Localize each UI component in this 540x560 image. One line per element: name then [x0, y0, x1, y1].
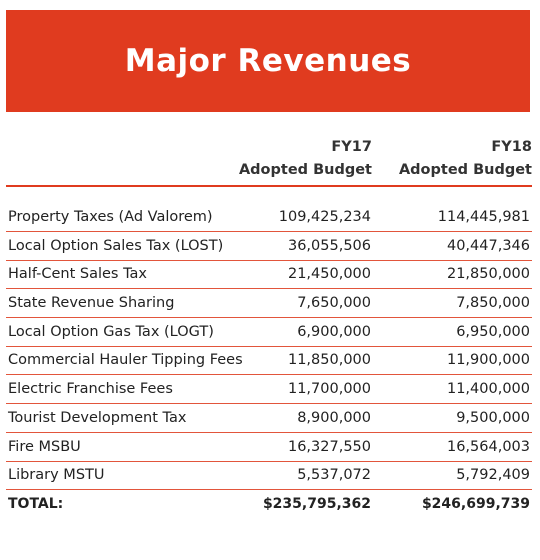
row-label: Tourist Development Tax — [8, 409, 187, 426]
row-value-fy18: 16,564,003 — [446, 438, 530, 455]
total-row: TOTAL: $235,795,362 $246,699,739 — [6, 492, 532, 518]
column-year-fy18: FY18 — [491, 139, 532, 155]
row-value-fy17: 109,425,234 — [278, 209, 371, 225]
total-value-fy18: $246,699,739 — [421, 495, 530, 512]
total-label: TOTAL: — [8, 495, 64, 512]
row-label: Fire MSBU — [8, 438, 81, 455]
row-value-fy17: 36,055,506 — [287, 237, 371, 254]
row-label: Half-Cent Sales Tax — [8, 266, 148, 283]
column-header-fy17: FY17 Adopted Budget — [202, 136, 372, 182]
row-value-fy17: 6,900,000 — [297, 323, 371, 340]
row-value-fy17: 8,900,000 — [297, 409, 371, 426]
table-row: Electric Franchise Fees 11,700,000 11,40… — [6, 377, 532, 405]
header-divider — [6, 185, 532, 187]
column-year-fy17: FY17 — [331, 139, 372, 155]
row-value-fy17: 16,327,550 — [287, 438, 371, 455]
column-label-fy17: Adopted Budget — [238, 162, 372, 178]
table-row: Local Option Gas Tax (LOGT) 6,900,000 6,… — [6, 320, 532, 347]
title-banner: Major Revenues — [6, 10, 530, 112]
table-row: Half-Cent Sales Tax 21,450,000 21,850,00… — [6, 262, 532, 290]
column-header-fy18: FY18 Adopted Budget — [362, 136, 532, 182]
row-label: Commercial Hauler Tipping Fees — [8, 352, 243, 369]
row-label: Local Option Sales Tax (LOST) — [8, 237, 224, 254]
total-value-fy17: $235,795,362 — [262, 495, 371, 512]
row-value-fy18: 7,850,000 — [456, 295, 530, 312]
row-label: Local Option Gas Tax (LOGT) — [8, 323, 214, 340]
table-row: Library MSTU 5,537,072 5,792,409 — [6, 463, 532, 491]
row-value-fy18: 21,850,000 — [446, 266, 530, 283]
table-row: Property Taxes (Ad Valorem) 109,425,234 … — [6, 205, 532, 232]
row-value-fy18: 5,792,409 — [456, 467, 530, 484]
row-label: Electric Franchise Fees — [8, 381, 173, 398]
row-value-fy17: 11,850,000 — [287, 352, 371, 369]
column-label-fy18: Adopted Budget — [398, 162, 532, 178]
table-row: State Revenue Sharing 7,650,000 7,850,00… — [6, 291, 532, 319]
row-value-fy17: 5,537,072 — [297, 467, 371, 484]
revenue-table: Property Taxes (Ad Valorem) 109,425,234 … — [6, 205, 532, 520]
row-value-fy17: 7,650,000 — [297, 295, 371, 312]
row-value-fy18: 114,445,981 — [437, 209, 530, 225]
row-value-fy17: 21,450,000 — [287, 266, 371, 283]
row-value-fy18: 11,900,000 — [446, 352, 530, 369]
row-value-fy17: 11,700,000 — [287, 381, 371, 398]
page-title: Major Revenues — [124, 43, 412, 79]
row-value-fy18: 6,950,000 — [456, 323, 530, 340]
row-value-fy18: 11,400,000 — [446, 381, 530, 398]
row-value-fy18: 9,500,000 — [456, 409, 530, 426]
table-row: Local Option Sales Tax (LOST) 36,055,506… — [6, 234, 532, 261]
row-label: Property Taxes (Ad Valorem) — [8, 209, 213, 225]
table-row: Fire MSBU 16,327,550 16,564,003 — [6, 435, 532, 462]
row-value-fy18: 40,447,346 — [446, 237, 530, 254]
table-row: Tourist Development Tax 8,900,000 9,500,… — [6, 406, 532, 433]
table-row: Commercial Hauler Tipping Fees 11,850,00… — [6, 348, 532, 376]
row-label: State Revenue Sharing — [8, 295, 175, 312]
row-label: Library MSTU — [8, 467, 105, 484]
